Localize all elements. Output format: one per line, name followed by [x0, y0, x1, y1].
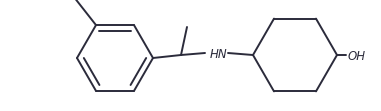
- Text: OH: OH: [348, 50, 366, 62]
- Text: HN: HN: [210, 48, 227, 60]
